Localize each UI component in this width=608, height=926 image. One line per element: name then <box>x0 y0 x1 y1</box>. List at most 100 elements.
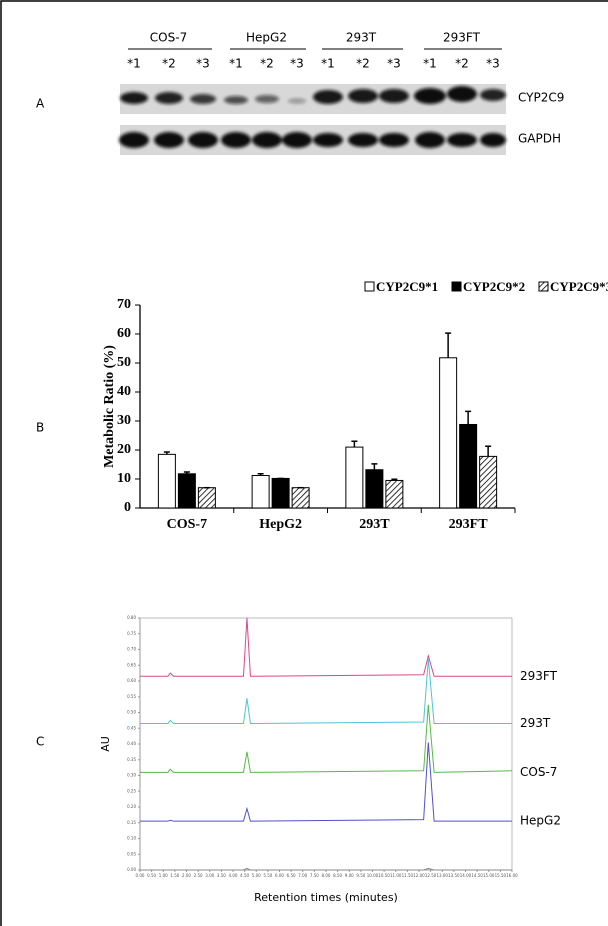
x-tick-label: 12.00 <box>413 873 425 878</box>
group-label: COS-7 <box>150 31 187 45</box>
y-tick-label: 0.25 <box>127 788 136 793</box>
bar <box>158 454 175 508</box>
y-tick-label: 0.35 <box>127 757 136 762</box>
lane-label: *1 <box>321 57 335 71</box>
y-tick-label: 0.40 <box>127 741 136 746</box>
y-tick-label: 0.10 <box>127 836 136 841</box>
x-tick-label: 12.50 <box>425 873 437 878</box>
trace-label: HepG2 <box>520 814 561 828</box>
y-tick-label: 0.00 <box>127 867 136 872</box>
panel-label: B <box>36 421 44 435</box>
x-tick-label: 293T <box>359 517 390 532</box>
x-tick-label: 7.50 <box>310 873 319 878</box>
y-axis-label: AU <box>99 736 112 752</box>
trace <box>140 618 512 676</box>
lane-label: *2 <box>162 57 176 71</box>
lane-label: *3 <box>196 57 210 71</box>
bar <box>480 456 497 508</box>
x-tick-label: 7.00 <box>298 873 307 878</box>
x-tick-label: 9.50 <box>356 873 365 878</box>
lane-label: *3 <box>387 57 401 71</box>
y-tick-label: 20 <box>117 442 131 457</box>
bar <box>198 488 215 508</box>
figure: A B C CYP2C9 GAPDH COS-7*1*2*3HepG2*1*2*… <box>0 0 608 926</box>
group-label: 293FT <box>443 31 481 45</box>
legend-label: CYP2C9*1 <box>376 279 438 294</box>
lane-label: *2 <box>356 57 370 71</box>
band-label: CYP2C9 <box>518 91 564 105</box>
y-tick-label: 10 <box>117 471 131 486</box>
y-tick-label: 0.30 <box>127 773 136 778</box>
y-tick-label: 0.45 <box>127 725 136 730</box>
x-tick-label: 15.50 <box>495 873 507 878</box>
legend-swatch <box>539 282 548 291</box>
y-tick-label: 0.65 <box>127 662 136 667</box>
bar <box>178 474 195 508</box>
group-label: 293T <box>346 31 377 45</box>
lane-label: *1 <box>127 57 141 71</box>
x-tick-label: 13.00 <box>437 873 449 878</box>
trace <box>140 705 512 773</box>
bar <box>292 488 309 508</box>
x-tick-label: 4.00 <box>229 873 238 878</box>
x-tick-label: 6.50 <box>287 873 296 878</box>
panel-label: C <box>36 735 44 749</box>
blot-image <box>119 84 506 155</box>
x-tick-label: 9.00 <box>345 873 354 878</box>
x-tick-label: 3.50 <box>217 873 226 878</box>
lane-label: *3 <box>290 57 304 71</box>
error-bar <box>465 411 471 424</box>
error-bar <box>351 441 357 447</box>
x-tick-label: 0.50 <box>147 873 156 878</box>
x-tick-label: 0.00 <box>136 873 145 878</box>
x-tick-label: HepG2 <box>259 517 302 532</box>
x-tick-label: 1.50 <box>170 873 179 878</box>
lane-label: *1 <box>423 57 437 71</box>
band-label: GAPDH <box>518 132 561 146</box>
error-bar <box>445 333 451 358</box>
bar <box>252 476 269 508</box>
x-tick-label: 5.00 <box>252 873 261 878</box>
bar <box>440 358 457 508</box>
legend-swatch <box>452 282 461 291</box>
bar <box>386 480 403 508</box>
error-bar <box>371 464 377 470</box>
y-tick-label: 0.70 <box>127 647 136 652</box>
y-tick-label: 60 <box>117 326 131 341</box>
error-bar <box>485 446 491 456</box>
legend-label: CYP2C9*3 <box>550 279 608 294</box>
x-tick-label: 5.50 <box>263 873 272 878</box>
trace-label: COS-7 <box>520 765 557 779</box>
y-tick-label: 40 <box>117 384 131 399</box>
group-label: HepG2 <box>246 31 287 45</box>
trace <box>140 659 512 724</box>
y-tick-label: 0.50 <box>127 710 136 715</box>
y-tick-label: 0.80 <box>127 615 136 620</box>
y-tick-label: 30 <box>117 413 131 428</box>
x-tick-label: COS-7 <box>167 517 207 532</box>
bar <box>460 424 477 508</box>
y-tick-label: 0.15 <box>127 820 136 825</box>
bar <box>346 447 363 508</box>
x-tick-label: 2.00 <box>182 873 191 878</box>
lane-label: *2 <box>260 57 274 71</box>
y-tick-label: 0.75 <box>127 631 136 636</box>
y-tick-label: 0.60 <box>127 678 136 683</box>
x-tick-label: 8.00 <box>322 873 331 878</box>
trace <box>140 742 512 821</box>
x-tick-label: 11.50 <box>402 873 414 878</box>
x-tick-label: 2.50 <box>194 873 203 878</box>
x-tick-label: 11.00 <box>390 873 402 878</box>
y-tick-label: 0.05 <box>127 851 136 856</box>
x-tick-label: 14.50 <box>471 873 483 878</box>
y-axis-label: Metabolic Ratio (%) <box>102 345 117 468</box>
x-tick-label: 3.00 <box>205 873 214 878</box>
x-tick-label: 13.50 <box>448 873 460 878</box>
y-tick-label: 0.20 <box>127 804 136 809</box>
lane-label: *2 <box>455 57 469 71</box>
legend-swatch <box>365 282 374 291</box>
y-tick-label: 0.55 <box>127 694 136 699</box>
y-tick-label: 50 <box>117 355 131 370</box>
x-tick-label: 15.00 <box>483 873 495 878</box>
x-axis-label: Retention times (minutes) <box>254 891 398 904</box>
